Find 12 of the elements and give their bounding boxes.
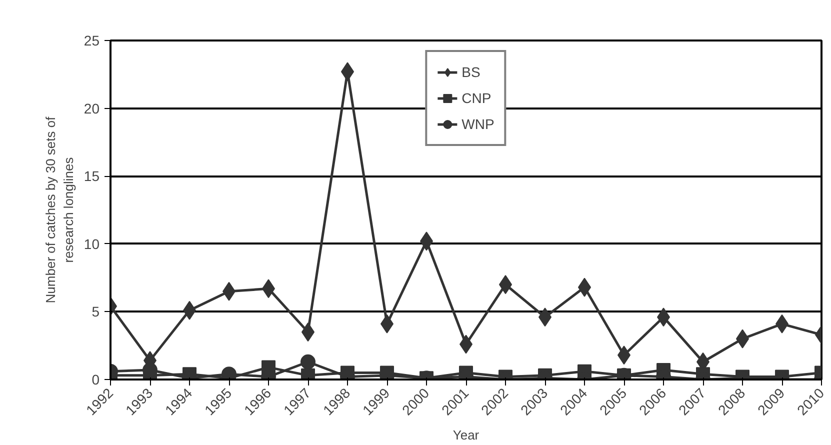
y-tick-label: 20 [84,100,100,116]
y-tick-label: 15 [84,168,100,184]
legend-label: WNP [462,116,494,132]
x-axis-title: Year [452,428,480,443]
y-tick-label: 25 [84,32,100,48]
y-tick-label: 0 [92,372,100,388]
legend-label: CNP [462,90,492,106]
y-axis-title: Number of catches by 30 sets of research longlines [42,116,76,304]
point [300,354,316,370]
y-tick-label: 5 [92,304,100,320]
legend-label: BS [462,64,482,80]
y-tick-label: 10 [84,236,100,252]
